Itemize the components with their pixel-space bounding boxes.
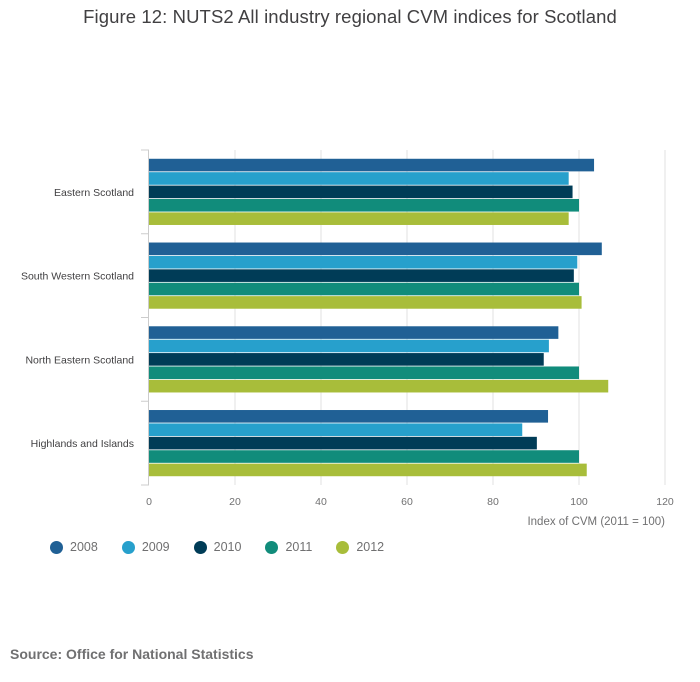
category-label: Highlands and Islands (31, 438, 134, 450)
legend: 2008 2009 2010 2011 2012 (50, 540, 408, 554)
x-tick-label-40: 40 (315, 496, 327, 508)
bar-2011-eastern-scotland (149, 198, 579, 212)
category-label: Eastern Scotland (54, 187, 134, 199)
bar-2010-south-western-scotland (149, 269, 574, 282)
legend-swatch-2008 (50, 540, 63, 554)
legend-item-2012[interactable]: 2012 (336, 540, 384, 554)
legend-label-2010: 2010 (213, 540, 242, 554)
legend-label-2011: 2011 (285, 540, 313, 554)
bar-2010-highlands-and-islands (149, 436, 537, 450)
category-label: North Eastern Scotland (25, 354, 134, 366)
legend-item-2008[interactable]: 2008 (50, 540, 98, 554)
bar-2010-eastern-scotland (149, 185, 573, 199)
legend-swatch-2010 (193, 540, 207, 554)
x-tick-label-120: 120 (656, 496, 674, 508)
bar-2009-north-eastern-scotland (149, 339, 549, 353)
x-tick-label-100: 100 (570, 496, 588, 508)
legend-label-2009: 2009 (141, 540, 170, 554)
axes (141, 149, 149, 486)
bar-2008-north-eastern-scotland (149, 326, 559, 339)
x-axis-title: Index of CVM (2011 = 100) (527, 516, 665, 528)
source-note: Source: Office for National Statistics (10, 646, 254, 662)
legend-swatch-2012 (336, 540, 350, 554)
bar-2011-south-western-scotland (149, 282, 579, 296)
legend-item-2010[interactable]: 2010 (193, 540, 242, 554)
legend-label-2008: 2008 (70, 540, 98, 554)
bar-2012-north-eastern-scotland (149, 379, 609, 393)
bar-2009-south-western-scotland (149, 255, 578, 269)
x-tick-label-0: 0 (146, 496, 152, 508)
bar-2010-north-eastern-scotland (149, 353, 544, 366)
bar-2008-eastern-scotland (149, 158, 595, 172)
bars (149, 158, 609, 477)
bar-chart: 0 20 40 60 80 100 120 Eastern Scotland South Wes… (21, 149, 674, 528)
bar-2012-highlands-and-islands (149, 463, 587, 477)
x-tick-label-80: 80 (487, 496, 499, 508)
bar-2009-eastern-scotland (149, 172, 569, 185)
bar-2011-north-eastern-scotland (149, 366, 579, 380)
category-label: South Western Scotland (21, 271, 134, 283)
labels: 0 20 40 60 80 100 120 Eastern Scotland South Wes… (21, 187, 674, 528)
legend-label-2012: 2012 (356, 540, 385, 554)
bar-2012-eastern-scotland (149, 212, 569, 225)
bar-2011-highlands-and-islands (149, 450, 579, 463)
bar-2009-highlands-and-islands (149, 423, 523, 437)
legend-swatch-2009 (121, 540, 135, 554)
legend-item-2011[interactable]: 2011 (265, 540, 312, 554)
bar-2008-highlands-and-islands (149, 410, 549, 423)
legend-swatch-2011 (265, 540, 279, 554)
x-tick-label-60: 60 (401, 496, 413, 508)
chart-title: Figure 12: NUTS2 All industry regional C… (83, 6, 617, 27)
x-tick-label-20: 20 (229, 496, 241, 508)
bar-2008-south-western-scotland (149, 242, 602, 256)
bar-2012-south-western-scotland (149, 296, 582, 309)
legend-item-2009[interactable]: 2009 (121, 540, 170, 554)
